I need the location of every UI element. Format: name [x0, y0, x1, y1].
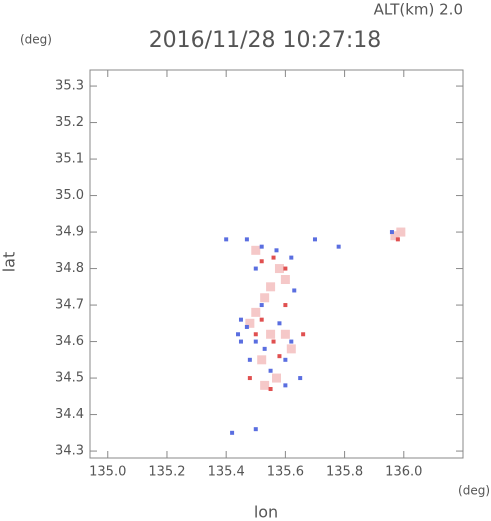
echo-point	[238, 317, 243, 322]
echo-point	[274, 264, 284, 274]
echo-point	[230, 430, 235, 435]
echo-point	[395, 237, 400, 242]
y-tick-label: 34.9	[55, 225, 84, 240]
x-tick-label: 135.2	[148, 465, 185, 480]
echo-point	[283, 303, 288, 308]
echo-point	[262, 346, 267, 351]
echo-point	[257, 355, 267, 365]
altitude-label: ALT(km) 2.0	[374, 1, 463, 19]
y-tick-label: 34.5	[55, 371, 84, 386]
echo-point	[292, 288, 297, 293]
echo-point	[253, 266, 258, 271]
echo-point	[272, 373, 281, 383]
y-tick-label: 35.1	[55, 152, 84, 167]
echo-point	[259, 317, 264, 322]
x-tick-label: 135.0	[89, 465, 126, 480]
echo-point	[244, 324, 249, 329]
echo-point	[259, 244, 264, 249]
echo-point	[289, 255, 294, 260]
x-tick-label: 135.6	[267, 465, 304, 480]
echo-point	[283, 383, 288, 388]
echo-point	[268, 387, 273, 392]
echo-point	[286, 344, 296, 354]
x-axis-label: lon	[254, 503, 278, 521]
echo-point	[271, 339, 276, 344]
echo-point	[224, 237, 229, 242]
echo-point	[259, 259, 264, 264]
echo-point	[251, 245, 261, 255]
echo-point	[312, 237, 317, 242]
echo-point	[247, 357, 252, 362]
y-tick-label: 34.6	[55, 334, 84, 349]
plot-frame	[89, 69, 464, 459]
y-tick-label: 35.2	[55, 115, 84, 130]
y-tick-label: 34.3	[55, 444, 84, 459]
echo-point	[280, 329, 290, 339]
y-tick-label: 34.8	[55, 261, 84, 276]
echo-point	[268, 368, 273, 373]
y-unit: (deg)	[20, 33, 52, 47]
chart-title: 2016/11/28 10:27:18	[149, 28, 382, 53]
y-tick-label: 34.7	[55, 298, 84, 313]
echo-point	[390, 231, 400, 241]
echo-point	[253, 427, 258, 432]
echo-point	[245, 318, 255, 328]
echo-point	[266, 329, 276, 339]
echo-point	[277, 321, 282, 326]
y-tick-label: 35.3	[55, 79, 84, 94]
echo-point	[389, 230, 394, 235]
echo-point	[271, 255, 276, 260]
echo-point	[260, 380, 270, 390]
echo-point	[289, 339, 294, 344]
y-axis-label: lat	[0, 252, 19, 273]
echo-point	[301, 332, 306, 337]
echo-point	[298, 376, 303, 381]
x-tick-label: 135.4	[208, 465, 245, 480]
echo-point	[277, 354, 282, 359]
y-tick-label: 35.0	[55, 188, 84, 203]
echo-point	[266, 282, 276, 292]
echo-point	[280, 275, 290, 285]
echo-point	[236, 332, 241, 337]
echo-point	[244, 237, 249, 242]
x-unit: (deg)	[458, 484, 490, 498]
echo-point	[251, 307, 261, 317]
echo-point	[247, 376, 252, 381]
echo-point	[274, 248, 279, 253]
echo-point	[260, 293, 270, 303]
echo-point	[259, 303, 264, 308]
y-tick-label: 34.4	[55, 407, 84, 422]
echo-point	[238, 339, 243, 344]
echo-point	[396, 227, 406, 237]
echo-point	[336, 244, 341, 249]
echo-point	[253, 339, 258, 344]
x-tick-label: 136.0	[385, 465, 422, 480]
x-tick-label: 135.8	[326, 465, 363, 480]
echo-point	[283, 357, 288, 362]
echo-point	[253, 332, 258, 337]
echo-point	[283, 266, 288, 271]
